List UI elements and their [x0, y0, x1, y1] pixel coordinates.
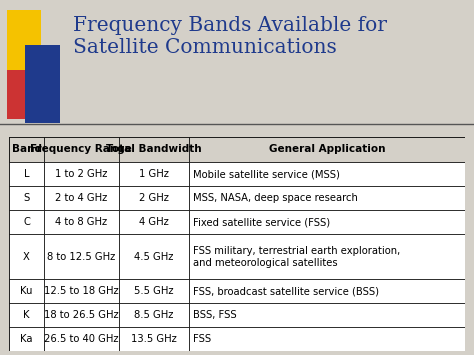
Text: FSS military, terrestrial earth exploration,
and meteorological satellites: FSS military, terrestrial earth explorat…	[193, 246, 400, 268]
Bar	[9, 327, 44, 351]
Bar	[118, 234, 189, 279]
Bar	[9, 137, 44, 162]
Text: Fixed satellite service (FSS): Fixed satellite service (FSS)	[193, 217, 330, 227]
Bar	[44, 327, 118, 351]
Text: 5.5 GHz: 5.5 GHz	[134, 286, 173, 296]
Text: 12.5 to 18 GHz: 12.5 to 18 GHz	[44, 286, 118, 296]
Bar	[44, 279, 118, 303]
Text: L: L	[24, 169, 29, 179]
Bar	[118, 303, 189, 327]
Bar	[118, 210, 189, 234]
Bar	[118, 162, 189, 186]
Bar	[9, 210, 44, 234]
Text: 4 to 8 GHz: 4 to 8 GHz	[55, 217, 107, 227]
Text: C: C	[23, 217, 30, 227]
Text: FSS, broadcast satellite service (BSS): FSS, broadcast satellite service (BSS)	[193, 286, 379, 296]
Bar	[189, 186, 465, 210]
Bar	[189, 162, 465, 186]
Bar	[44, 137, 118, 162]
Text: Frequency Range: Frequency Range	[30, 144, 132, 154]
Text: Frequency Bands Available for
Satellite Communications: Frequency Bands Available for Satellite …	[73, 16, 387, 57]
Text: K: K	[23, 310, 30, 320]
Bar	[118, 279, 189, 303]
Text: 18 to 26.5 GHz: 18 to 26.5 GHz	[44, 310, 118, 320]
Bar	[9, 279, 44, 303]
Text: 4 GHz: 4 GHz	[139, 217, 169, 227]
Bar	[9, 303, 44, 327]
Bar	[25, 45, 60, 123]
Bar	[118, 327, 189, 351]
Text: 26.5 to 40 GHz: 26.5 to 40 GHz	[44, 334, 118, 344]
Text: 2 GHz: 2 GHz	[139, 193, 169, 203]
Bar	[44, 186, 118, 210]
Bar	[44, 162, 118, 186]
Text: Ku: Ku	[20, 286, 33, 296]
Text: FSS: FSS	[193, 334, 211, 344]
Text: 1 to 2 GHz: 1 to 2 GHz	[55, 169, 107, 179]
Text: 8.5 GHz: 8.5 GHz	[134, 310, 173, 320]
Text: S: S	[23, 193, 30, 203]
Text: General Application: General Application	[269, 144, 385, 154]
Bar	[9, 162, 44, 186]
Bar	[189, 303, 465, 327]
Bar	[44, 210, 118, 234]
Text: 2 to 4 GHz: 2 to 4 GHz	[55, 193, 107, 203]
Text: BSS, FSS: BSS, FSS	[193, 310, 237, 320]
Bar	[189, 279, 465, 303]
Text: 8 to 12.5 GHz: 8 to 12.5 GHz	[47, 252, 115, 262]
Bar	[118, 186, 189, 210]
Text: 13.5 GHz: 13.5 GHz	[131, 334, 177, 344]
Text: 1 GHz: 1 GHz	[139, 169, 169, 179]
Text: X: X	[23, 252, 30, 262]
Bar	[7, 70, 33, 119]
Bar	[118, 137, 189, 162]
Text: Total Bandwidth: Total Bandwidth	[106, 144, 202, 154]
Text: MSS, NASA, deep space research: MSS, NASA, deep space research	[193, 193, 358, 203]
Text: Mobile satellite service (MSS): Mobile satellite service (MSS)	[193, 169, 340, 179]
Bar	[44, 303, 118, 327]
Bar	[44, 234, 118, 279]
Bar	[189, 137, 465, 162]
Bar	[7, 10, 41, 75]
Bar	[189, 234, 465, 279]
Bar	[9, 234, 44, 279]
Text: Band: Band	[11, 144, 42, 154]
Text: 4.5 GHz: 4.5 GHz	[134, 252, 173, 262]
Bar	[9, 186, 44, 210]
Text: Ka: Ka	[20, 334, 33, 344]
Bar	[189, 327, 465, 351]
Bar	[189, 210, 465, 234]
